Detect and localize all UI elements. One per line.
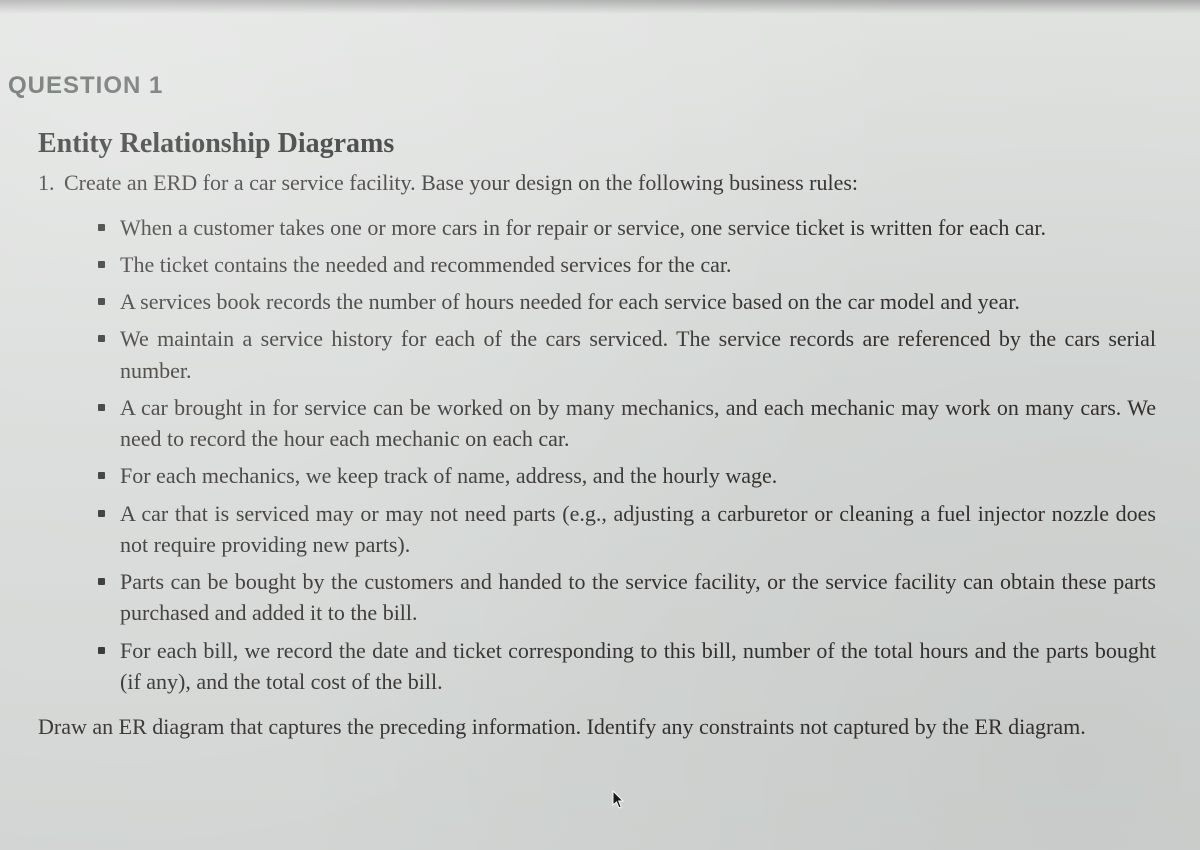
cursor-icon [612, 790, 626, 810]
bullet-item: For each mechanics, we keep track of nam… [94, 460, 1156, 491]
ordered-item-1: 1. Create an ERD for a car service facil… [38, 168, 1156, 198]
bullet-item: A car that is serviced may or may not ne… [94, 498, 1156, 560]
ordered-list: 1. Create an ERD for a car service facil… [38, 168, 1156, 198]
closing-paragraph: Draw an ER diagram that captures the pre… [38, 711, 1156, 742]
bullet-item: When a customer takes one or more cars i… [94, 212, 1156, 243]
ordered-item-text: Create an ERD for a car service facility… [64, 168, 1156, 198]
page: QUESTION 1 Entity Relationship Diagrams … [0, 0, 1200, 850]
question-heading: QUESTION 1 [8, 0, 1200, 100]
bullet-item: The ticket contains the needed and recom… [94, 249, 1156, 280]
bullet-item: A car brought in for service can be work… [94, 392, 1156, 454]
bullet-list: When a customer takes one or more cars i… [94, 212, 1156, 697]
content-region: Entity Relationship Diagrams 1. Create a… [0, 100, 1200, 697]
bullet-item: Parts can be bought by the customers and… [94, 566, 1156, 628]
bullet-item: We maintain a service history for each o… [94, 323, 1156, 385]
bullet-item: For each bill, we record the date and ti… [94, 635, 1156, 697]
ordered-item-number: 1. [38, 168, 64, 198]
section-title: Entity Relationship Diagrams [38, 128, 1156, 160]
bullet-item: A services book records the number of ho… [94, 286, 1156, 317]
